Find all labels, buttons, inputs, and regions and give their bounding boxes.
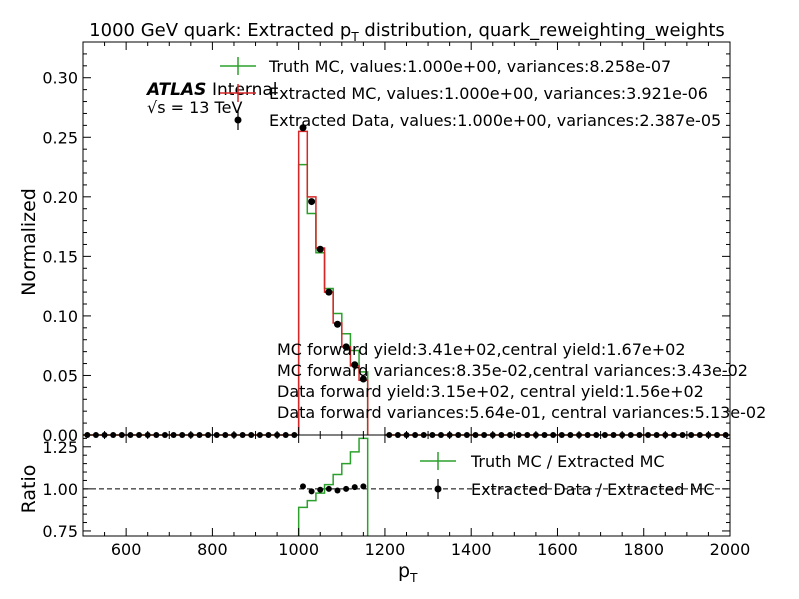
legend-label-extracted-data: Extracted Data, values:1.000e+00, varian…: [269, 111, 721, 130]
legend-label-truth-mc: Truth MC, values:1.000e+00, variances:8.…: [268, 57, 671, 76]
yield-annotation-4: Data forward variances:5.64e-01, central…: [277, 403, 766, 422]
upper-axes: 0.00 0.05 0.10 0.15 0.20 0.25 0.30: [42, 41, 731, 445]
x-tick-label: 1400: [451, 540, 492, 559]
x-axis-label: pT: [398, 560, 418, 585]
upper-y-tick-label: 0.05: [42, 366, 78, 385]
data-point-extracted-data: [308, 198, 316, 206]
upper-y-tick-label: 0.15: [42, 247, 78, 266]
lower-plot-frame: [82, 434, 731, 537]
lower-y-axis-label: Ratio: [18, 465, 40, 514]
x-tick-label: 800: [197, 540, 228, 559]
lower-panel-data-layer: [297, 437, 369, 536]
series-extracted-mc-histogram: [297, 130, 369, 435]
lower-y-tick-label: 0.75: [42, 522, 78, 541]
yield-annotation-1: MC forward yield:3.41e+02,central yield:…: [277, 340, 686, 359]
data-point-data-ratio: [308, 488, 315, 495]
chart-title-subscript: T: [350, 30, 359, 44]
lower-legend: Truth MC / Extracted MC Extracted Data /…: [420, 452, 715, 499]
data-point-data-ratio: [343, 485, 350, 492]
yield-annotation-3: Data forward yield:3.15e+02, central yie…: [277, 382, 704, 401]
chart-title: 1000 GeV quark: Extracted pT distributio…: [89, 20, 725, 44]
upper-y-tick-label: 0.00: [42, 426, 78, 445]
data-point-extracted-data: [299, 124, 307, 132]
upper-legend: Truth MC, values:1.000e+00, variances:8.…: [220, 57, 721, 130]
x-tick-label: 1200: [365, 540, 406, 559]
data-point-data-ratio: [334, 487, 341, 494]
upper-panel: ATLAS Internal √s = 13 TeV MC forward yi…: [18, 41, 766, 445]
data-point-extracted-data: [351, 361, 359, 369]
upper-y-tick-label: 0.30: [42, 69, 78, 88]
upper-y-tick-label: 0.10: [42, 307, 78, 326]
atlas-status-label: Internal: [212, 80, 278, 100]
data-point-extracted-data: [333, 320, 341, 328]
data-point-extracted-data: [359, 375, 367, 383]
data-point-data-ratio: [351, 484, 358, 491]
legend-marker-extracted-data: [234, 116, 242, 124]
upper-y-tick-label: 0.20: [42, 188, 78, 207]
x-tick-label: 1800: [623, 540, 664, 559]
x-tick-label: 2000: [710, 540, 751, 559]
lower-axes: 600 800 1000 1200 1400 1600 1800 2000 0.75 1.00 1.…: [42, 435, 750, 559]
x-tick-label: 1000: [278, 540, 319, 559]
x-tick-label: 1600: [537, 540, 578, 559]
legend-label-truth-ratio: Truth MC / Extracted MC: [470, 452, 665, 471]
x-axis-label-subscript: T: [409, 571, 418, 585]
upper-y-axis-label: Normalized: [18, 188, 40, 296]
series-truth-ratio-histogram: [297, 437, 369, 536]
upper-panel-annotations: ATLAS Internal √s = 13 TeV MC forward yi…: [145, 80, 766, 422]
lower-y-tick-label: 1.00: [42, 480, 78, 499]
legend-label-data-ratio: Extracted Data / Extracted MC: [471, 480, 715, 499]
data-point-data-ratio: [317, 486, 324, 493]
data-point-extracted-data: [316, 245, 324, 253]
legend-marker-data-ratio: [434, 485, 442, 493]
data-point-data-ratio: [360, 483, 367, 490]
data-point-extracted-data: [342, 343, 350, 351]
atlas-label: ATLAS: [145, 80, 206, 100]
x-tick-label: 600: [111, 540, 142, 559]
lower-y-tick-label: 1.25: [42, 438, 78, 457]
data-point-extracted-data: [325, 288, 333, 296]
data-point-data-ratio: [299, 483, 306, 490]
energy-label: √s = 13 TeV: [147, 98, 242, 117]
lower-panel: Truth MC / Extracted MC Extracted Data /…: [18, 434, 750, 559]
data-point-data-ratio: [325, 485, 332, 492]
legend-label-extracted-mc: Extracted MC, values:1.000e+00, variance…: [269, 84, 708, 103]
upper-y-tick-label: 0.25: [42, 128, 78, 147]
yield-annotation-2: MC forward variances:8.35e-02,central va…: [277, 361, 748, 380]
